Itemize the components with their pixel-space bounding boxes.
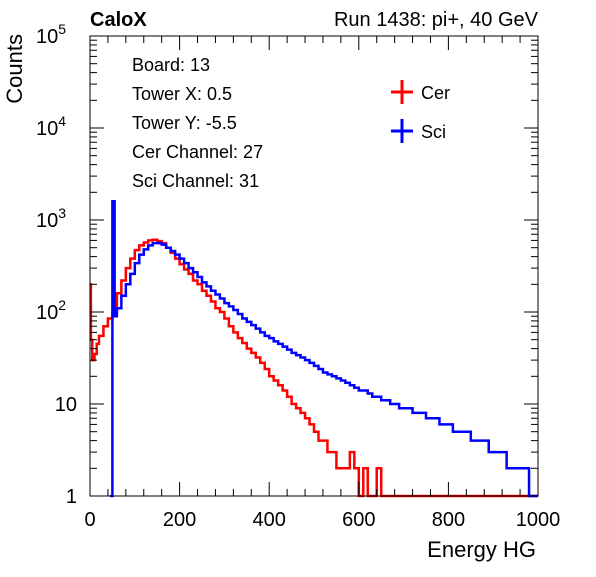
y-tick-label: 103 <box>36 205 66 232</box>
plot-frame <box>89 35 539 497</box>
info-tower-x: Tower X: 0.5 <box>132 84 232 104</box>
info-cer-channel: Cer Channel: 27 <box>132 142 263 162</box>
legend-sci-label: Sci <box>421 122 446 142</box>
legend: Cer Sci <box>391 80 450 143</box>
y-axis: 1 10 102 103 104 105 <box>36 21 538 508</box>
y-axis-label: Counts <box>2 34 27 104</box>
info-box: Board: 13 Tower X: 0.5 Tower Y: -5.5 Cer… <box>132 55 263 191</box>
y-tick-label: 102 <box>36 297 66 324</box>
x-tick-label: 200 <box>163 509 196 531</box>
info-sci-channel: Sci Channel: 31 <box>132 171 259 191</box>
y-tick-label: 105 <box>36 21 66 48</box>
y-tick-label: 104 <box>36 113 66 140</box>
x-axis: 0 200 400 600 800 1000 <box>84 36 560 531</box>
y-tick-label: 1 <box>66 486 77 508</box>
x-axis-label: Energy HG <box>427 537 536 562</box>
x-tick-label: 800 <box>432 509 465 531</box>
info-board: Board: 13 <box>132 55 210 75</box>
series-sci-line <box>110 199 538 498</box>
x-tick-label: 600 <box>342 509 375 531</box>
x-tick-label: 0 <box>84 509 95 531</box>
legend-cer-label: Cer <box>421 83 450 103</box>
info-tower-y: Tower Y: -5.5 <box>132 113 237 133</box>
legend-entry-sci: Sci <box>391 119 446 143</box>
x-tick-label: 400 <box>253 509 286 531</box>
y-tick-label: 10 <box>55 394 77 416</box>
header-left-title: CaloX <box>90 9 147 31</box>
header-right-title: Run 1438: pi+, 40 GeV <box>334 9 539 31</box>
legend-entry-cer: Cer <box>391 80 450 104</box>
x-tick-label: 1000 <box>516 509 561 531</box>
